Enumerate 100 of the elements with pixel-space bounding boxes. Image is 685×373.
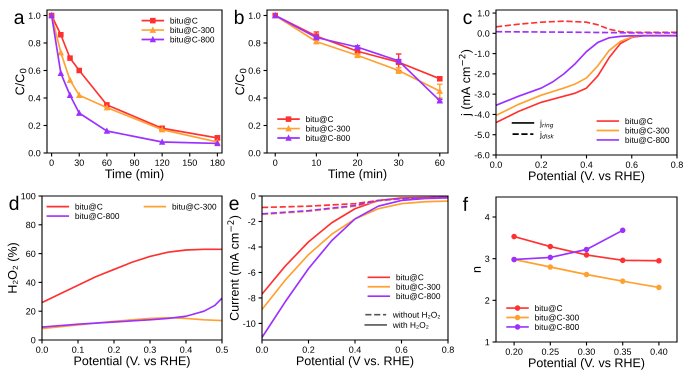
x-tick-label: 180 [210, 159, 225, 166]
x-axis-title: Potential (V vs. RHE) [296, 356, 414, 368]
y-tick-label: 1 [485, 339, 490, 346]
legend-label: bitu@C-800 [170, 36, 214, 44]
x-tick-label: 0.40 [650, 348, 668, 355]
y-tick-label: -2 [248, 218, 256, 225]
legend-label: with H₂O₂ [392, 322, 429, 329]
y-tick-label: 0.6 [28, 67, 40, 74]
y-tick-label: 0.4 [248, 94, 260, 102]
x-tick-label: 0.8 [442, 346, 454, 353]
legend-label: bitu@C-300 [170, 26, 214, 34]
legend-label: bitu@C-300 [306, 125, 350, 133]
y-tick-label: 60 [26, 250, 36, 257]
y-tick-label: 20 [26, 308, 36, 315]
x-tick-label: 0.3 [144, 346, 156, 353]
x-axis-title: Potential (V. vs RHE) [529, 358, 644, 370]
x-tick-label: 0.2 [302, 346, 314, 353]
x-tick-label: 10 [312, 159, 322, 166]
x-tick-label: 0.6 [626, 161, 638, 168]
x-axis-title: Time (min) [105, 169, 164, 181]
y-tick-label: 40 [26, 279, 36, 286]
x-tick-label: 0.30 [578, 348, 595, 355]
legend-label: bitu@C [75, 204, 103, 211]
legend-label: bitu@C-800 [625, 136, 670, 144]
y-axis-title: n [474, 266, 481, 272]
legend-label: bitu@C [535, 304, 562, 312]
y-tick-label: 0.0 [28, 150, 40, 156]
y-tick-label: -6.0 [474, 152, 490, 158]
x-tick-label: 0.2 [108, 346, 120, 353]
legend-label: bitu@C-800 [396, 293, 440, 300]
y-tick-label: 0.2 [28, 122, 40, 129]
y-tick-label: 0.0 [248, 150, 260, 156]
y-tick-label: -4.0 [474, 111, 490, 118]
x-tick-label: 60 [102, 159, 112, 166]
x-tick-label: 0.4 [349, 346, 362, 353]
x-tick-label: 0.1 [72, 346, 84, 353]
x-tick-label: 0.0 [36, 346, 48, 353]
y-tick-label: 0.4 [28, 94, 40, 102]
x-tick-label: 90 [130, 159, 140, 166]
x-axis-title: Potential (V. vs RHE) [529, 171, 644, 183]
x-tick-label: 0.4 [580, 161, 593, 168]
y-tick-label: 1.0 [248, 12, 260, 19]
y-tick-label: 80 [26, 222, 36, 228]
x-tick-label: 0.25 [542, 348, 559, 355]
y-tick-label: 100 [21, 192, 36, 200]
chart-title: d [9, 196, 18, 210]
x-tick-label: 0 [273, 159, 278, 166]
chart-title: c [463, 13, 472, 24]
y-tick-label: 0.8 [28, 40, 40, 46]
chart-title: b [234, 10, 244, 24]
legend-label: bitu@C-800 [75, 212, 120, 220]
x-tick-label: 0.0 [490, 161, 502, 168]
y-tick-label: 0.8 [248, 40, 260, 46]
y-axis-title: C/C$_{0}$ [235, 68, 246, 95]
chart-title: e [229, 199, 239, 210]
y-tick-label: -5.0 [474, 132, 490, 138]
x-tick-label: 0.35 [614, 348, 632, 355]
legend-label: j$_{ring}$ [540, 120, 554, 128]
y-tick-label: -10 [243, 320, 256, 327]
legend-label: bitu@C [170, 18, 198, 25]
y-tick-label: 0 [31, 336, 36, 344]
legend-label: bitu@C-300 [172, 204, 216, 211]
x-axis-title: Time (min) [328, 169, 386, 181]
legend-label: bitu@C [625, 118, 653, 126]
legend-label: bitu@C-300 [396, 284, 440, 291]
y-tick-label: 4 [484, 214, 490, 220]
legend-label: bitu@C [396, 274, 424, 282]
legend-label: bitu@C-800 [535, 324, 579, 332]
x-tick-label: 20 [352, 159, 362, 166]
y-tick-label: -1.0 [474, 50, 490, 57]
x-tick-label: 0.8 [671, 161, 683, 168]
x-tick-label: 0.20 [506, 348, 523, 355]
y-axis-title: H₂O₂ (%) [8, 243, 20, 293]
y-axis-title: Current (mA cm$^{−2}$) [227, 216, 242, 320]
x-tick-label: 150 [182, 159, 197, 166]
y-tick-label: -3.0 [474, 91, 490, 98]
chart-title: a [14, 13, 24, 24]
y-tick-label: -2.0 [474, 70, 490, 78]
y-tick-label: -4 [248, 244, 256, 250]
legend-label: bitu@C-800 [306, 134, 350, 142]
x-tick-label: 0.0 [256, 346, 268, 353]
y-tick-label: 0 [251, 192, 256, 200]
y-axis-title: C/C$_{0}$ [15, 68, 26, 95]
x-axis-title: Potential (V. vs RHE) [74, 356, 190, 368]
x-tick-label: 0.5 [216, 346, 228, 353]
x-tick-label: 0.4 [180, 346, 192, 353]
legend-label: j$_{disk}$ [540, 130, 554, 139]
y-tick-label: 2 [485, 297, 490, 304]
x-tick-label: 30 [74, 159, 84, 166]
x-tick-label: 0.2 [535, 161, 548, 168]
x-tick-label: 120 [155, 159, 170, 166]
chart-title: f [462, 196, 468, 211]
legend-label: bitu@C-300 [535, 314, 579, 322]
y-tick-label: 0.0 [478, 30, 490, 37]
y-tick-label: 0.2 [248, 122, 260, 129]
x-tick-label: 0 [49, 159, 54, 166]
legend-label: bitu@C-300 [625, 127, 670, 135]
x-tick-label: 60 [435, 159, 444, 166]
y-tick-label: -6 [248, 269, 256, 276]
legend-label: bitu@C [306, 116, 334, 124]
